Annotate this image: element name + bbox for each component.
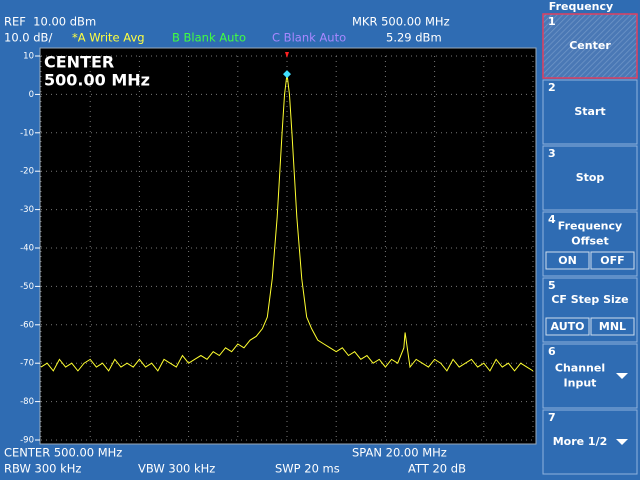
softkeys: 1 Center 2 Start 3 Stop 4 Frequency Offset ON OFF 5… bbox=[542, 13, 638, 475]
y-tick-label: -30 bbox=[20, 205, 34, 215]
softkey-number: 5 bbox=[548, 279, 556, 292]
ref-level: REF 10.00 dBm bbox=[4, 15, 96, 29]
trace-b: B Blank Auto bbox=[172, 31, 246, 45]
y-tick-label: -40 bbox=[20, 244, 34, 254]
trace bbox=[40, 74, 534, 372]
softkey-label: Input bbox=[564, 377, 597, 390]
y-tick-label: -80 bbox=[20, 397, 34, 407]
option-button[interactable] bbox=[545, 251, 590, 270]
y-tick-label: -50 bbox=[20, 282, 34, 292]
y-tick-label: -90 bbox=[20, 436, 34, 446]
y-tick-label: -20 bbox=[20, 167, 34, 177]
plot: 10 0 -10 -20 -30 -40 -50 -60 -70 -80 -90 CENTER500.… bbox=[20, 52, 534, 446]
option-button[interactable] bbox=[545, 317, 590, 336]
marker-freq: MKR 500.00 MHz bbox=[352, 15, 450, 29]
y-tick-label: 0 bbox=[29, 90, 34, 100]
option-button[interactable] bbox=[590, 251, 635, 270]
softkey[interactable] bbox=[542, 13, 638, 79]
vbw: VBW 300 kHz bbox=[138, 462, 215, 476]
scale: 10.0 dB/ bbox=[4, 31, 52, 45]
marker-level: 5.29 dBm bbox=[386, 31, 442, 45]
annotation: CENTER bbox=[44, 53, 114, 72]
softkey-label: Offset bbox=[571, 235, 609, 248]
trace-a: *A Write Avg bbox=[72, 31, 145, 45]
softkey-number: 3 bbox=[548, 147, 556, 160]
softkey[interactable] bbox=[542, 145, 638, 211]
softkey-number: 1 bbox=[548, 15, 556, 28]
softkey-label: Frequency bbox=[558, 220, 622, 233]
annotation: 500.00 MHz bbox=[44, 71, 150, 90]
softkey-number: 7 bbox=[548, 411, 556, 424]
span: SPAN 20.00 MHz bbox=[352, 446, 447, 460]
attenuation: ATT 20 dB bbox=[408, 462, 466, 476]
softkey-label: Stop bbox=[576, 171, 605, 184]
y-tick-label: -60 bbox=[20, 320, 34, 330]
softkey-label: Center bbox=[569, 39, 611, 52]
y-tick-label: -10 bbox=[20, 128, 34, 138]
softkey-label: Channel bbox=[555, 362, 605, 375]
marker-indicator bbox=[285, 52, 289, 58]
softkey-label: More 1/2 bbox=[553, 435, 608, 448]
submenu-arrow bbox=[616, 373, 628, 379]
softkey-number: 6 bbox=[548, 345, 556, 358]
center-freq: CENTER 500.00 MHz bbox=[4, 446, 122, 460]
softkey[interactable] bbox=[542, 79, 638, 145]
plot-area bbox=[39, 47, 537, 445]
option-button[interactable] bbox=[590, 317, 635, 336]
sweep-time: SWP 20 ms bbox=[275, 462, 340, 476]
option-label: AUTO bbox=[551, 320, 585, 333]
marker bbox=[283, 70, 291, 79]
softkey-number: 4 bbox=[548, 213, 556, 226]
softkey-title: Frequency bbox=[549, 0, 613, 13]
option-label: ON bbox=[558, 254, 577, 267]
rbw: RBW 300 kHz bbox=[4, 462, 81, 476]
softkey-label: Start bbox=[574, 105, 605, 118]
trace-c: C Blank Auto bbox=[272, 31, 346, 45]
y-tick-label: -70 bbox=[20, 359, 34, 369]
option-label: MNL bbox=[599, 320, 626, 333]
submenu-arrow bbox=[616, 439, 628, 445]
y-tick-label: 10 bbox=[23, 52, 34, 62]
softkey-label: CF Step Size bbox=[551, 293, 628, 306]
option-label: OFF bbox=[600, 254, 624, 267]
softkey-number: 2 bbox=[548, 81, 556, 94]
